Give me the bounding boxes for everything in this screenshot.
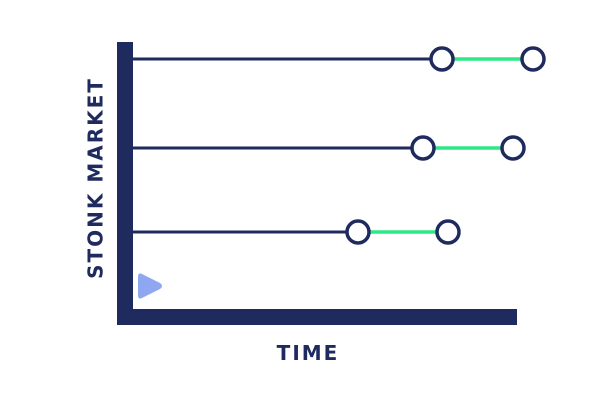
row-2-end-node — [500, 135, 526, 161]
row-2-start-node — [410, 135, 436, 161]
y-axis — [117, 42, 133, 325]
row-3-start-node — [345, 219, 371, 245]
timeline-row-1 — [130, 46, 546, 72]
x-axis-label: TIME — [277, 341, 340, 365]
x-axis — [117, 309, 517, 325]
row-1-end-node — [520, 46, 546, 72]
y-axis-label: STONK MARKET — [84, 77, 108, 279]
play-icon[interactable] — [138, 273, 162, 299]
row-1-start-node — [429, 46, 455, 72]
timeline-row-2 — [130, 135, 526, 161]
timeline-row-3 — [130, 219, 461, 245]
row-3-end-node — [435, 219, 461, 245]
